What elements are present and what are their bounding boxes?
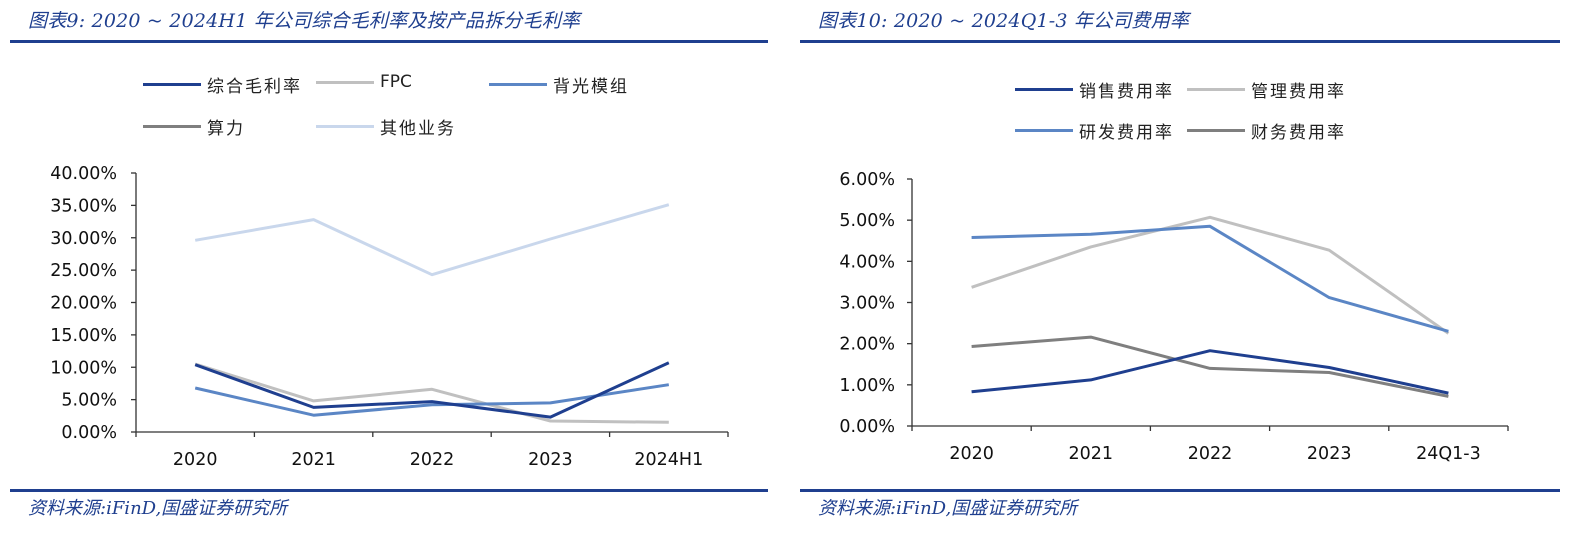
legend-label: 管理费用率 bbox=[1251, 82, 1346, 102]
x-tick-label: 2020 bbox=[173, 450, 218, 470]
legend-item-财务费用率: 财务费用率 bbox=[1187, 118, 1346, 143]
chart-0: 0.00% 5.00% 10.00% 15.00% 20.00% 25.00% 30.00%… bbox=[50, 164, 729, 470]
series-管理费用率 bbox=[971, 215, 1450, 335]
series-其他业务 bbox=[194, 203, 670, 277]
legend-item-销售费用率: 销售费用率 bbox=[1015, 77, 1174, 102]
chart-panel-expense-ratio: 图表10: 2020 ~ 2024Q1-3 年公司费用率 销售费用率 管理费用率… bbox=[790, 0, 1571, 534]
legend-swatch bbox=[489, 83, 547, 86]
legend-label: 背光模组 bbox=[553, 77, 629, 97]
x-tick-label: 2022 bbox=[1188, 444, 1233, 464]
x-tick-label: 2021 bbox=[291, 450, 336, 470]
y-tick-label: 6.00% bbox=[839, 170, 895, 190]
legend-item-管理费用率: 管理费用率 bbox=[1187, 77, 1346, 102]
x-tick-label: 2024H1 bbox=[634, 450, 703, 470]
y-tick-label: 25.00% bbox=[50, 261, 117, 281]
y-tick-label: 4.00% bbox=[839, 252, 895, 272]
source-divider bbox=[800, 489, 1560, 492]
y-tick-label: 10.00% bbox=[50, 358, 117, 378]
series-line bbox=[194, 203, 670, 277]
x-tick-label: 2021 bbox=[1069, 444, 1114, 464]
legend-item-背光模组: 背光模组 bbox=[489, 72, 629, 97]
legend-swatch bbox=[1187, 129, 1245, 132]
x-tick-label: 2023 bbox=[1307, 444, 1352, 464]
chart-panel-gross-margin: 图表9: 2020 ~ 2024H1 年公司综合毛利率及按产品拆分毛利率 综合毛… bbox=[0, 0, 785, 534]
series-line bbox=[194, 362, 669, 424]
series-FPC bbox=[194, 362, 669, 424]
y-tick-label: 2.00% bbox=[839, 335, 895, 355]
y-tick-label: 30.00% bbox=[50, 229, 117, 249]
series-line bbox=[971, 349, 1449, 395]
source-note: 资料来源:iFinD,国盛证券研究所 bbox=[818, 498, 1078, 519]
source-note: 资料来源:iFinD,国盛证券研究所 bbox=[28, 498, 288, 519]
title-divider bbox=[10, 40, 768, 43]
y-tick-label: 0.00% bbox=[839, 417, 895, 437]
series-综合毛利率 bbox=[194, 361, 670, 419]
series-line bbox=[971, 224, 1449, 333]
legend-swatch bbox=[143, 125, 201, 128]
y-tick-label: 1.00% bbox=[839, 376, 895, 396]
series-销售费用率 bbox=[971, 349, 1449, 395]
legend-label: FPC bbox=[380, 72, 412, 92]
y-tick-label: 40.00% bbox=[50, 164, 117, 184]
legend-item-fpc: FPC bbox=[316, 72, 412, 92]
legend-label: 财务费用率 bbox=[1251, 123, 1346, 143]
chart-title: 图表9: 2020 ~ 2024H1 年公司综合毛利率及按产品拆分毛利率 bbox=[28, 10, 581, 32]
legend-item-综合毛利率: 综合毛利率 bbox=[143, 72, 302, 97]
source-divider bbox=[10, 489, 768, 492]
x-tick-label: 2022 bbox=[410, 450, 455, 470]
legend-item-算力: 算力 bbox=[143, 114, 245, 139]
y-tick-label: 5.00% bbox=[839, 211, 895, 231]
legend-label: 销售费用率 bbox=[1079, 82, 1174, 102]
legend-item-其他业务: 其他业务 bbox=[316, 114, 456, 139]
y-tick-label: 20.00% bbox=[50, 294, 117, 314]
legend-label: 算力 bbox=[207, 119, 245, 139]
legend-swatch bbox=[1187, 88, 1245, 91]
chart-title: 图表10: 2020 ~ 2024Q1-3 年公司费用率 bbox=[818, 10, 1190, 32]
legend-swatch bbox=[1015, 129, 1073, 132]
series-研发费用率 bbox=[971, 224, 1449, 333]
series-line bbox=[971, 335, 1449, 398]
chart-1: 0.00% 1.00% 2.00% 3.00% 4.00% 5.00% 6.00% 2020 2… bbox=[839, 170, 1509, 464]
legend-swatch bbox=[316, 125, 374, 128]
y-tick-label: 3.00% bbox=[839, 294, 895, 314]
legend-item-研发费用率: 研发费用率 bbox=[1015, 118, 1174, 143]
y-tick-label: 15.00% bbox=[50, 326, 117, 346]
legend-swatch bbox=[143, 83, 201, 86]
x-tick-label: 24Q1-3 bbox=[1416, 444, 1481, 464]
legend-swatch bbox=[1015, 88, 1073, 91]
y-tick-label: 0.00% bbox=[61, 423, 117, 443]
y-tick-label: 35.00% bbox=[50, 196, 117, 216]
legend-label: 综合毛利率 bbox=[207, 77, 302, 97]
x-tick-label: 2023 bbox=[528, 450, 573, 470]
x-tick-label: 2020 bbox=[949, 444, 994, 464]
series-背光模组 bbox=[194, 383, 670, 417]
series-财务费用率 bbox=[971, 335, 1449, 398]
legend-label: 研发费用率 bbox=[1079, 123, 1174, 143]
legend-swatch bbox=[316, 80, 374, 84]
legend-label: 其他业务 bbox=[380, 119, 456, 139]
y-tick-label: 5.00% bbox=[61, 391, 117, 411]
title-divider bbox=[800, 40, 1560, 43]
